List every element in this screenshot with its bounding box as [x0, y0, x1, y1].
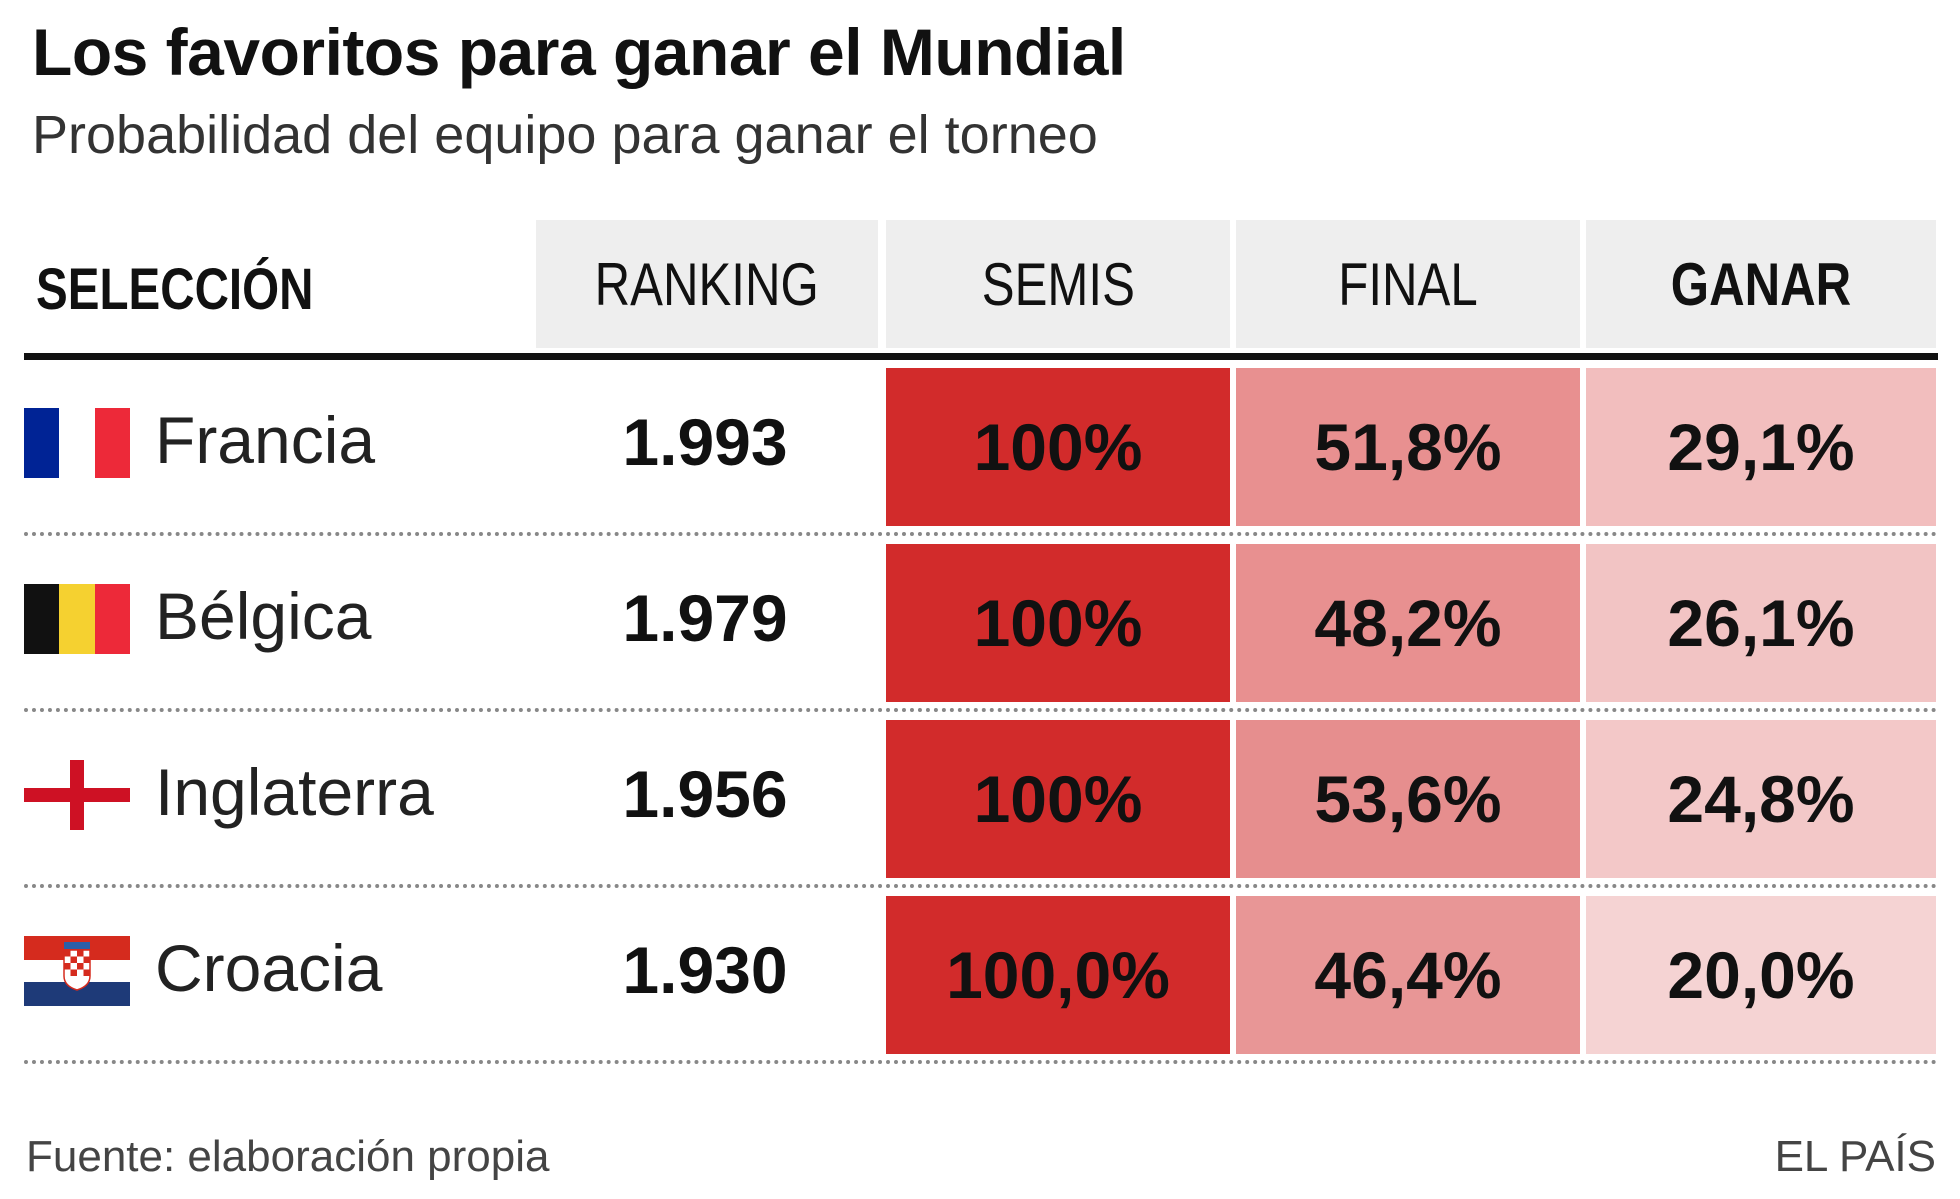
semis-value: 100,0% [886, 896, 1230, 1054]
team-name: Inglaterra [155, 755, 434, 829]
team-name: Bélgica [155, 579, 372, 653]
final-value: 48,2% [1236, 544, 1580, 702]
probability-table: SELECCIÓN RANKING SEMIS FINAL GANAR Fran… [24, 220, 1938, 1064]
final-value: 53,6% [1236, 720, 1580, 878]
win-value: 26,1% [1586, 544, 1936, 702]
header-ranking: RANKING [536, 220, 878, 348]
croatia-flag-icon [24, 936, 130, 1006]
win-value: 20,0% [1586, 896, 1936, 1054]
semis-value: 100% [886, 544, 1230, 702]
final-value: 46,4% [1236, 896, 1580, 1054]
semis-value: 100% [886, 368, 1230, 526]
row-separator [24, 532, 1938, 536]
row-separator [24, 1060, 1938, 1064]
semis-value: 100% [886, 720, 1230, 878]
header-final: FINAL [1236, 220, 1580, 348]
source-note: Fuente: elaboración propia [26, 1132, 550, 1181]
ranking-value: 1.979 [622, 581, 788, 655]
team-name: Croacia [155, 931, 383, 1005]
win-value: 24,8% [1586, 720, 1936, 878]
ranking-value: 1.956 [622, 757, 788, 831]
header-rule [24, 353, 1938, 360]
row-separator [24, 708, 1938, 712]
ranking-value: 1.993 [622, 405, 788, 479]
header-ganar: GANAR [1586, 220, 1936, 348]
row-separator [24, 884, 1938, 888]
chart-subtitle: Probabilidad del equipo para ganar el to… [32, 105, 1098, 165]
ranking-value: 1.930 [622, 933, 788, 1007]
header-semis: SEMIS [886, 220, 1230, 348]
team-name: Francia [155, 403, 376, 477]
france-flag-icon [24, 408, 130, 478]
chart-title: Los favoritos para ganar el Mundial [32, 15, 1126, 89]
final-value: 51,8% [1236, 368, 1580, 526]
header-seleccion: SELECCIÓN [36, 257, 314, 322]
brand-logo: EL PAÍS [1774, 1132, 1936, 1181]
win-value: 29,1% [1586, 368, 1936, 526]
england-flag-icon [24, 760, 130, 830]
belgium-flag-icon [24, 584, 130, 654]
